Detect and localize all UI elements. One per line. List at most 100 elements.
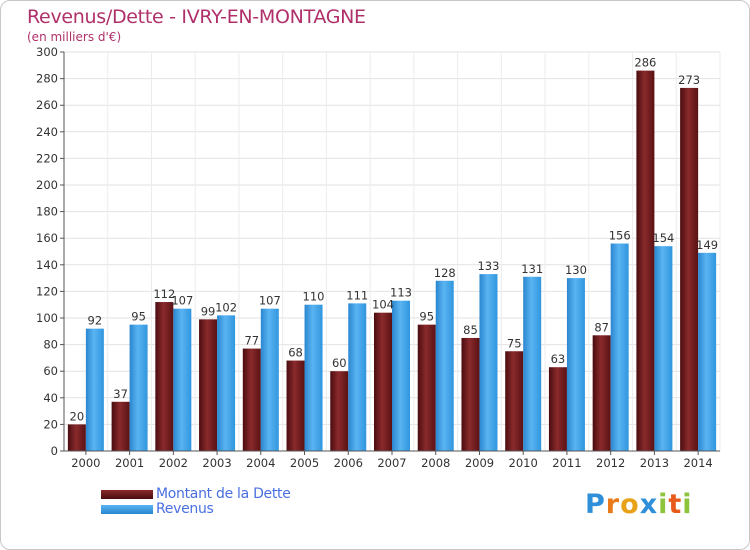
bar-revenus	[698, 252, 717, 451]
bar-revenus	[85, 328, 104, 451]
bar-revenus	[173, 308, 192, 451]
bar-revenus	[523, 276, 542, 451]
data-label-revenus: 107	[259, 294, 281, 308]
y-tick-label: 240	[36, 125, 58, 139]
data-label-dette: 95	[419, 310, 434, 324]
data-label-dette: 85	[463, 323, 478, 337]
x-tick-label: 2000	[71, 456, 100, 470]
bar-revenus	[435, 280, 454, 451]
logo-letter: r	[605, 489, 621, 520]
data-label-dette: 63	[551, 352, 566, 366]
bars-layer	[67, 70, 717, 452]
bar-dette	[592, 335, 611, 451]
logo-letter: i	[682, 489, 693, 520]
bar-dette	[636, 70, 655, 452]
x-tick-label: 2003	[202, 456, 231, 470]
x-tick-label: 2001	[115, 456, 144, 470]
data-label-dette: 77	[244, 334, 259, 348]
bar-dette	[461, 337, 480, 451]
y-tick-label: 200	[36, 178, 58, 192]
bar-dette	[505, 351, 524, 451]
logo-letter: t	[668, 489, 683, 520]
data-label-dette: 87	[594, 320, 609, 334]
data-label-revenus: 133	[477, 259, 499, 273]
bar-dette	[548, 367, 567, 451]
y-tick-label: 20	[43, 417, 58, 431]
bar-dette	[330, 371, 349, 451]
data-label-revenus: 131	[521, 262, 543, 276]
data-label-revenus: 128	[434, 266, 456, 280]
legend-label-revenus: Revenus	[156, 501, 214, 517]
bar-dette	[680, 87, 699, 451]
x-tick-label: 2014	[683, 456, 712, 470]
data-label-revenus: 149	[696, 238, 718, 252]
bar-revenus	[304, 304, 323, 451]
data-label-dette: 112	[153, 287, 175, 301]
data-label-dette: 273	[678, 73, 700, 87]
y-tick-label: 140	[36, 258, 58, 272]
data-label-revenus: 154	[652, 231, 674, 245]
y-tick-label: 80	[43, 338, 58, 352]
bar-dette	[242, 348, 261, 451]
bar-dette	[111, 401, 130, 451]
legend-label-dette: Montant de la Dette	[156, 486, 291, 502]
y-tick-label: 280	[36, 72, 58, 86]
x-tick-label: 2009	[465, 456, 494, 470]
data-label-revenus: 111	[346, 288, 368, 302]
x-tick-label: 2005	[290, 456, 319, 470]
y-tick-label: 220	[36, 151, 58, 165]
x-tick-label: 2007	[377, 456, 406, 470]
bar-dette	[155, 302, 174, 451]
bar-dette	[199, 319, 218, 451]
data-label-revenus: 92	[88, 314, 103, 328]
x-tick-label: 2011	[552, 456, 581, 470]
y-tick-label: 260	[36, 98, 58, 112]
bar-dette	[67, 424, 86, 451]
y-tick-label: 160	[36, 231, 58, 245]
bar-dette	[286, 360, 305, 451]
data-label-dette: 60	[332, 356, 347, 370]
data-label-dette: 75	[507, 336, 522, 350]
y-tick-label: 300	[36, 45, 58, 59]
data-label-dette: 37	[113, 387, 128, 401]
axis-layer	[60, 51, 720, 455]
y-tick-label: 180	[36, 205, 58, 219]
y-tick-label: 40	[43, 391, 58, 405]
logo-letter: o	[620, 489, 640, 520]
data-label-revenus: 102	[215, 300, 237, 314]
bar-revenus	[610, 243, 629, 451]
bar-dette	[374, 312, 392, 451]
x-tick-label: 2012	[596, 456, 625, 470]
bar-revenus	[217, 315, 236, 451]
chart-subtitle: (en milliers d'€)	[27, 30, 122, 44]
x-tick-label: 2010	[509, 456, 538, 470]
proxiti-logo: Proxiti	[585, 489, 693, 520]
data-label-revenus: 130	[565, 263, 587, 277]
data-label-revenus: 113	[390, 286, 412, 300]
logo-letter: i	[658, 489, 669, 520]
data-label-revenus: 110	[303, 290, 325, 304]
data-label-revenus: 107	[171, 294, 193, 308]
labels-layer: 0204060801001201401601802002202402602803…	[36, 45, 718, 470]
data-label-dette: 68	[288, 346, 303, 360]
bar-revenus	[348, 303, 367, 451]
bar-revenus	[654, 246, 673, 451]
y-tick-label: 60	[43, 364, 58, 378]
x-tick-label: 2004	[246, 456, 275, 470]
bar-dette	[417, 324, 436, 451]
bar-revenus	[260, 308, 279, 451]
legend-swatch-dette	[101, 490, 153, 499]
x-tick-label: 2008	[421, 456, 450, 470]
bar-revenus	[392, 300, 410, 451]
data-label-dette: 99	[201, 304, 216, 318]
data-label-dette: 104	[372, 298, 394, 312]
legend-swatch-revenus	[101, 505, 153, 514]
chart-title: Revenus/Dette - IVRY-EN-MONTAGNE	[27, 6, 366, 28]
x-tick-label: 2006	[334, 456, 363, 470]
bar-revenus	[566, 278, 585, 451]
data-label-dette: 286	[634, 56, 656, 70]
y-tick-label: 0	[51, 444, 58, 458]
y-tick-label: 100	[36, 311, 58, 325]
x-tick-label: 2013	[640, 456, 669, 470]
